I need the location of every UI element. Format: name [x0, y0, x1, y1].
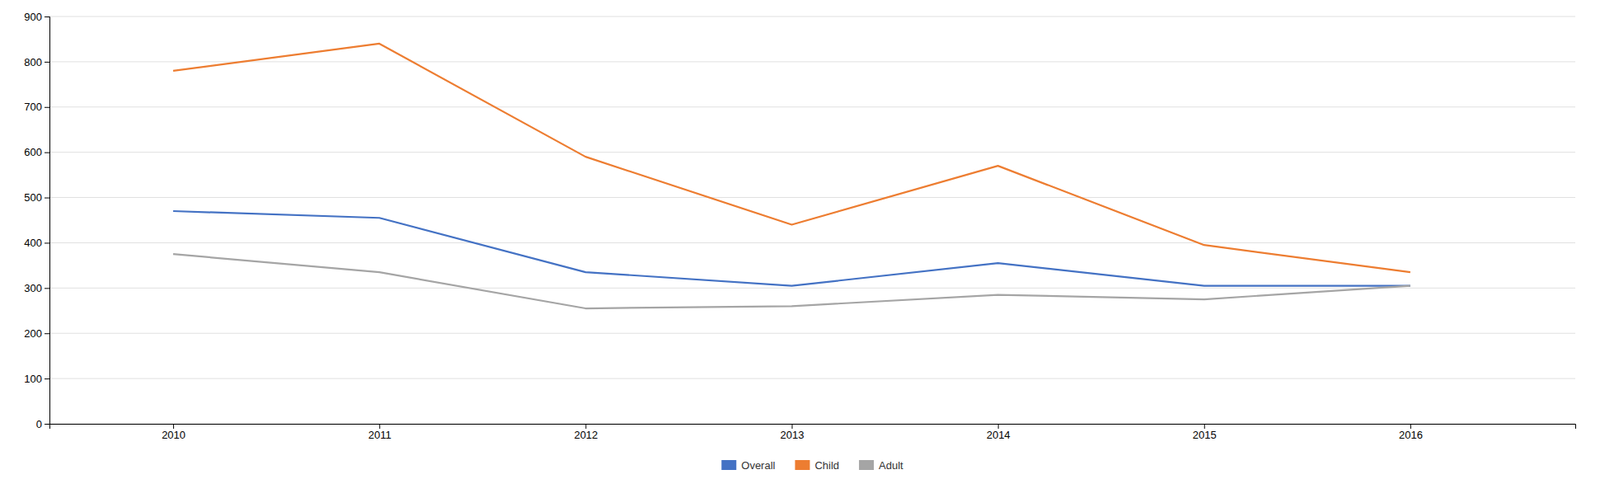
x-tick: 2010	[161, 423, 186, 442]
x-axis: 2010 2011 2012 2013 2014 2015 2016	[50, 423, 1577, 442]
y-tick-label: 700	[23, 100, 43, 113]
y-tick-mark	[44, 287, 50, 289]
x-tick: 2011	[368, 423, 392, 442]
series-line	[173, 43, 1411, 273]
y-tick-mark	[44, 423, 50, 425]
x-tick-label: 2010	[161, 428, 186, 442]
x-tick: 2012	[573, 423, 598, 442]
grid-line	[49, 242, 1576, 244]
legend-label: Adult	[878, 459, 904, 472]
grid-line	[49, 197, 1576, 198]
y-tick: 200	[23, 327, 50, 340]
legend-item: Child	[794, 459, 840, 472]
y-tick-mark	[44, 378, 50, 380]
x-tick-mark	[173, 423, 174, 429]
legend-item: Adult	[858, 459, 904, 472]
y-tick: 400	[23, 236, 50, 249]
y-tick-label: 900	[23, 10, 43, 24]
grid-line	[49, 151, 1576, 153]
plot-area	[173, 43, 1411, 309]
y-tick-mark	[44, 333, 50, 334]
legend-label: Child	[814, 459, 840, 472]
x-tick-mark	[1204, 423, 1206, 429]
legend-label: Overall	[741, 459, 775, 472]
grid	[49, 16, 1576, 424]
legend: Overall Child Adult	[721, 459, 904, 472]
y-tick: 100	[23, 372, 50, 385]
y-tick: 0	[36, 417, 50, 431]
legend-swatch	[794, 459, 810, 470]
x-tick-mark	[791, 423, 793, 429]
y-tick-mark	[44, 107, 50, 108]
grid-line	[49, 287, 1576, 289]
y-axis-line	[44, 17, 51, 425]
x-tick: 2016	[1398, 423, 1423, 442]
x-tick-mark	[379, 423, 381, 429]
x-tick-label: 2015	[1192, 428, 1217, 442]
grid-line	[49, 16, 1576, 18]
y-tick: 700	[23, 100, 50, 113]
x-tick-label: 2016	[1398, 428, 1423, 442]
y-tick-label: 300	[23, 281, 43, 295]
legend-swatch	[721, 459, 737, 470]
y-tick-label: 600	[23, 145, 43, 159]
y-tick-label: 500	[23, 191, 43, 204]
y-tick: 900	[23, 10, 50, 24]
x-tick: 2013	[780, 423, 805, 442]
grid-line	[49, 378, 1576, 380]
y-tick-label: 200	[23, 327, 43, 340]
x-tick-mark	[1410, 423, 1412, 429]
y-tick-label: 0	[36, 417, 43, 431]
y-tick: 300	[23, 281, 50, 295]
y-tick-mark	[44, 61, 50, 63]
grid-line	[49, 106, 1576, 108]
x-axis-line	[50, 424, 1577, 430]
grid-line	[49, 60, 1576, 62]
y-tick: 800	[23, 56, 50, 69]
x-tick: 2014	[986, 423, 1011, 442]
x-tick: 2015	[1192, 423, 1217, 442]
chart: 2010 2011 2012 2013 2014 2015 2016 0 100 200 300 40…	[0, 0, 1600, 498]
x-tick-label: 2013	[780, 428, 805, 442]
y-axis: 0 100 200 300 400 500 600 700 800 900	[23, 10, 50, 431]
grid-line	[49, 333, 1576, 334]
y-tick-mark	[44, 16, 50, 18]
y-tick: 600	[23, 145, 50, 159]
y-tick: 500	[23, 191, 50, 204]
x-tick-mark	[998, 423, 1000, 429]
y-tick-mark	[44, 242, 50, 244]
x-tick-label: 2012	[573, 428, 598, 442]
y-tick-mark	[44, 197, 50, 199]
legend-swatch	[858, 459, 874, 470]
y-tick-label: 400	[23, 236, 43, 249]
x-tick-label: 2011	[368, 428, 392, 442]
x-tick-label: 2014	[986, 428, 1011, 442]
y-tick-label: 100	[23, 372, 43, 385]
x-tick-mark	[585, 423, 587, 429]
series-line	[173, 253, 1411, 309]
y-tick-mark	[44, 152, 50, 154]
y-tick-label: 800	[23, 56, 43, 69]
legend-item: Overall	[721, 459, 775, 472]
